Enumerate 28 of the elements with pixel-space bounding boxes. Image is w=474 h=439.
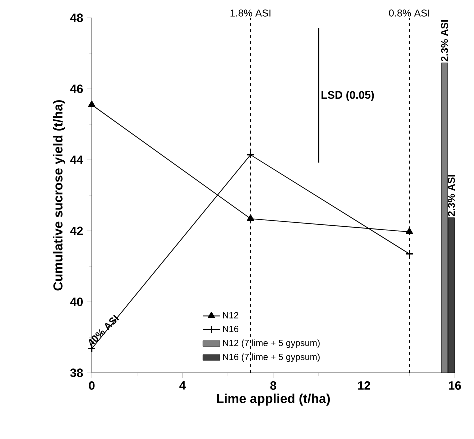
y-tick-label: 38 <box>70 368 84 378</box>
point <box>406 250 414 258</box>
y-axis-title: Cumulative sucrose yield (t/ha) <box>53 100 66 291</box>
legend-label: N16 <box>223 326 239 332</box>
annotation: 40% ASI <box>89 314 120 346</box>
x-tick-label: 0 <box>89 382 95 390</box>
point <box>246 150 255 160</box>
y-tick-label: 48 <box>70 14 84 22</box>
x-axis-title: Lime applied (t/ha) <box>217 394 330 406</box>
x-tick-label: 16 <box>449 382 462 390</box>
y-tick-label: 42 <box>70 226 84 236</box>
annotation: 2.3% ASI <box>441 20 448 62</box>
legend-label: N16 (7 lime + 5 gypsum) <box>223 354 320 362</box>
point <box>88 100 96 108</box>
x-tick-label: 4 <box>180 382 186 390</box>
legend-label: N12 <box>223 312 239 319</box>
y-tick-label: 46 <box>70 84 84 94</box>
legend-label: N12 (7 lime + 5 gypsum) <box>223 340 320 348</box>
x-tick-label: 8 <box>270 382 276 390</box>
ref-line-label: 1.8% ASI <box>230 10 271 17</box>
x-tick-label: 12 <box>358 382 370 390</box>
point <box>406 228 414 234</box>
y-tick-label: 40 <box>70 298 84 306</box>
annotation: LSD (0.05) <box>322 91 374 102</box>
annotation: 2.3% ASI <box>448 175 456 216</box>
ref-line-label: 0.8% ASI <box>389 10 430 17</box>
point <box>247 214 254 222</box>
y-tick-label: 44 <box>70 156 84 164</box>
